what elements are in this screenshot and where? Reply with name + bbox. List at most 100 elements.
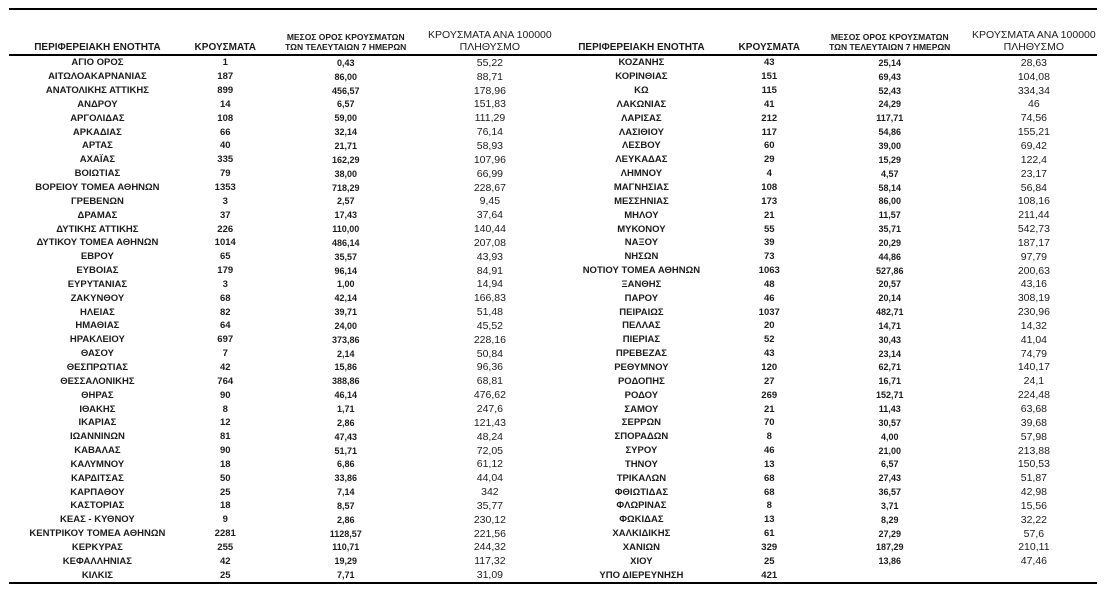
cell-region: ΚΑΒΑΛΑΣ bbox=[74, 445, 121, 457]
cell-region: ΣΕΡΡΩΝ bbox=[621, 417, 661, 429]
table-row: ΠΡΕΒΕΖΑΣ 43 23,14 74,79 bbox=[553, 347, 1097, 361]
cell-per-100k: 14,94 bbox=[476, 278, 504, 291]
cell-region: ΑΧΑΪΑΣ bbox=[79, 154, 116, 166]
table-header-left: ΠΕΡΙΦΕΡΕΙΑΚΗ ΕΝΟΤΗΤΑ ΚΡΟΥΣΜΑΤΑ ΜΕΣΟΣ ΟΡΟ… bbox=[9, 10, 553, 56]
table-row: ΚΕΦΑΛΛΗΝΙΑΣ 42 19,29 117,32 bbox=[9, 554, 553, 568]
cell-cases: 179 bbox=[217, 265, 234, 277]
cell-avg-7-days: 373,86 bbox=[331, 334, 360, 345]
table-row: ΙΘΑΚΗΣ 8 1,71 247,6 bbox=[9, 402, 553, 416]
cell-avg-7-days: 58,14 bbox=[878, 182, 901, 193]
cell-cases: 48 bbox=[763, 278, 775, 290]
cell-avg-7-days: 3,71 bbox=[880, 500, 899, 511]
cell-avg-7-days: 33,86 bbox=[334, 473, 357, 484]
cell-per-100k: 230,12 bbox=[473, 513, 506, 526]
cell-avg-7-days: 527,86 bbox=[875, 265, 904, 276]
cell-avg-7-days: 21,71 bbox=[334, 140, 357, 151]
cell-cases: 115 bbox=[761, 85, 777, 97]
cell-per-100k: 334,34 bbox=[1017, 84, 1050, 97]
cell-avg-7-days: 718,29 bbox=[331, 182, 360, 193]
header-avg-7-days-line1: ΜΕΣΟΣ ΟΡΟΣ ΚΡΟΥΣΜΑΤΩΝ bbox=[830, 32, 949, 43]
cell-cases: 3 bbox=[222, 195, 228, 207]
header-cases: ΚΡΟΥΣΜΑΤΑ bbox=[729, 10, 809, 56]
header-per-100k-line1: ΚΡΟΥΣΜΑΤΑ ΑΝΑ 100000 bbox=[972, 28, 1096, 41]
cell-region: ΑΙΤΩΛΟΑΚΑΡΝΑΝΙΑΣ bbox=[48, 71, 147, 83]
cell-per-100k: 39,68 bbox=[1020, 416, 1048, 429]
cell-per-100k: 187,17 bbox=[1017, 236, 1050, 249]
cell-avg-7-days: 30,43 bbox=[878, 334, 901, 345]
table-row: ΗΡΑΚΛΕΙΟΥ 697 373,86 228,16 bbox=[9, 333, 553, 347]
cell-cases: 2281 bbox=[214, 528, 236, 540]
table-row: ΡΕΘΥΜΝΟΥ 120 62,71 140,17 bbox=[553, 361, 1097, 375]
cell-per-100k: 211,44 bbox=[1018, 209, 1050, 222]
table-row: ΠΑΡΟΥ 46 20,14 308,19 bbox=[553, 291, 1097, 305]
cell-cases: 3 bbox=[222, 278, 228, 290]
cell-per-100k: 121,43 bbox=[473, 416, 506, 429]
table-row: ΗΜΑΘΙΑΣ 64 24,00 45,52 bbox=[9, 319, 553, 333]
cell-region: ΗΡΑΚΛΕΙΟΥ bbox=[69, 334, 125, 346]
table-row: ΙΚΑΡΙΑΣ 12 2,86 121,43 bbox=[9, 416, 553, 430]
cell-per-100k: 74,79 bbox=[1020, 347, 1048, 360]
cell-avg-7-days: 1,00 bbox=[336, 279, 355, 290]
header-avg-7-days-line2: ΤΩΝ ΤΕΛΕΥΤΑΙΩΝ 7 ΗΜΕΡΩΝ bbox=[829, 42, 951, 53]
table-row: ΑΡΚΑΔΙΑΣ 66 32,14 76,14 bbox=[9, 125, 553, 139]
cell-avg-7-days: 86,00 bbox=[878, 196, 901, 207]
cell-region: ΗΜΑΘΙΑΣ bbox=[75, 320, 120, 332]
cell-cases: 18 bbox=[219, 458, 231, 470]
cell-avg-7-days: 7,71 bbox=[336, 570, 355, 581]
cell-avg-7-days: 32,14 bbox=[334, 127, 357, 138]
cell-avg-7-days: 96,14 bbox=[334, 265, 357, 276]
cell-region: ΚΟΡΙΝΘΙΑΣ bbox=[615, 71, 668, 83]
cell-cases: 151 bbox=[761, 71, 778, 83]
cell-cases: 18 bbox=[219, 500, 231, 512]
cell-avg-7-days: 59,00 bbox=[334, 113, 357, 124]
cell-per-100k: 140,17 bbox=[1017, 361, 1050, 374]
cell-avg-7-days: 38,00 bbox=[334, 168, 357, 179]
cell-cases: 61 bbox=[763, 528, 775, 540]
cell-per-100k: 155,21 bbox=[1017, 126, 1050, 139]
cell-avg-7-days: 62,71 bbox=[878, 362, 901, 373]
cell-cases: 226 bbox=[217, 223, 234, 235]
cell-per-100k: 72,05 bbox=[476, 444, 504, 457]
cell-avg-7-days: 15,86 bbox=[334, 362, 357, 373]
cell-cases: 335 bbox=[217, 154, 234, 166]
cell-region: ΧΑΛΚΙΔΙΚΗΣ bbox=[612, 528, 671, 540]
table-row: ΡΟΔΟΠΗΣ 27 16,71 24,1 bbox=[553, 374, 1097, 388]
cell-per-100k: 542,73 bbox=[1017, 223, 1050, 236]
table-body-left: ΑΓΙΟ ΟΡΟΣ 1 0,43 55,22 ΑΙΤΩΛΟΑΚΑΡΝΑΝΙΑΣ 187 86… bbox=[9, 55, 553, 582]
cell-avg-7-days: 51,71 bbox=[334, 445, 357, 456]
cell-cases: 43 bbox=[763, 348, 775, 360]
cell-cases: 25 bbox=[763, 555, 775, 567]
table-row: ΑΝΔΡΟΥ 14 6,57 151,83 bbox=[9, 98, 553, 112]
cell-region: ΤΡΙΚΑΛΩΝ bbox=[616, 472, 667, 484]
table-row: ΕΥΒΟΙΑΣ 179 96,14 84,91 bbox=[9, 264, 553, 278]
cell-region: ΔΥΤΙΚΟΥ ΤΟΜΕΑ ΑΘΗΝΩΝ bbox=[36, 237, 159, 249]
cell-region: ΕΒΡΟΥ bbox=[80, 251, 114, 263]
regional-table-left: ΠΕΡΙΦΕΡΕΙΑΚΗ ΕΝΟΤΗΤΑ ΚΡΟΥΣΜΑΤΑ ΜΕΣΟΣ ΟΡΟ… bbox=[9, 10, 553, 582]
cell-cases: 764 bbox=[217, 375, 234, 387]
table-row: ΠΕΙΡΑΙΩΣ 1037 482,71 230,96 bbox=[553, 305, 1097, 319]
cell-cases: 329 bbox=[761, 541, 778, 553]
cell-region: ΠΑΡΟΥ bbox=[624, 292, 659, 304]
cell-avg-7-days: 2,86 bbox=[336, 514, 355, 525]
cell-per-100k: 74,56 bbox=[1020, 112, 1048, 125]
table-row: ΠΕΛΛΑΣ 20 14,71 14,32 bbox=[553, 319, 1097, 333]
table-row: ΚΕΝΤΡΙΚΟΥ ΤΟΜΕΑ ΑΘΗΝΩΝ 2281 1128,57 221,56 bbox=[9, 527, 553, 541]
cell-cases: 108 bbox=[761, 182, 778, 194]
table-row: ΑΙΤΩΛΟΑΚΑΡΝΑΝΙΑΣ 187 86,00 88,71 bbox=[9, 70, 553, 84]
table-row: ΘΕΣΠΡΩΤΙΑΣ 42 15,86 96,36 bbox=[9, 361, 553, 375]
table-body-right: ΚΟΖΑΝΗΣ 43 25,14 28,63 ΚΟΡΙΝΘΙΑΣ 151 69,43 104,… bbox=[553, 55, 1097, 582]
cell-cases: 108 bbox=[217, 112, 234, 124]
cell-per-100k: 151,83 bbox=[473, 98, 506, 111]
cell-cases: 8 bbox=[766, 500, 772, 512]
cell-cases: 29 bbox=[763, 154, 775, 166]
cell-avg-7-days: 39,71 bbox=[334, 307, 357, 318]
cell-cases: 269 bbox=[761, 389, 778, 401]
cell-cases: 697 bbox=[217, 334, 234, 346]
cell-avg-7-days: 1128,57 bbox=[329, 528, 362, 539]
cell-per-100k: 97,79 bbox=[1020, 250, 1048, 263]
cell-per-100k: 48,24 bbox=[476, 430, 504, 443]
table-row: ΜΑΓΝΗΣΙΑΣ 108 58,14 56,84 bbox=[553, 181, 1097, 195]
cell-per-100k: 111,29 bbox=[474, 112, 506, 125]
cell-avg-7-days: 110,71 bbox=[332, 542, 360, 553]
cell-region: ΜΕΣΣΗΝΙΑΣ bbox=[614, 195, 669, 207]
